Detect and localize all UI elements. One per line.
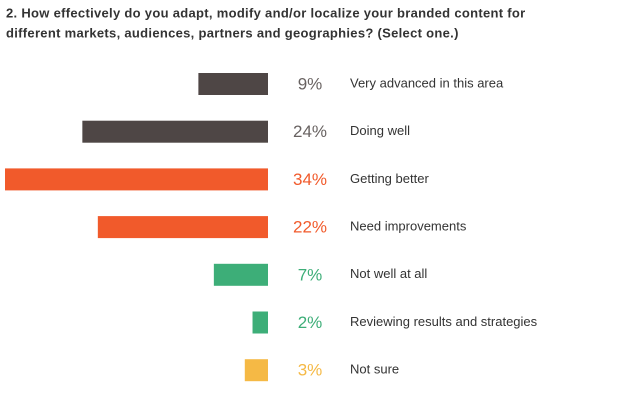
category-label: Not sure [350, 362, 399, 377]
category-label: Reviewing results and strategies [350, 314, 538, 329]
category-label: Need improvements [350, 219, 467, 234]
category-label: Not well at all [350, 266, 427, 281]
value-label: 34% [293, 170, 327, 189]
value-label: 22% [293, 218, 327, 237]
bar [5, 168, 268, 191]
category-label: Getting better [350, 171, 429, 186]
category-label: Doing well [350, 123, 410, 138]
chart-title: 2. How effectively do you adapt, modify … [6, 5, 526, 20]
value-label: 2% [298, 313, 323, 332]
bar [82, 120, 269, 143]
value-label: 9% [298, 74, 323, 93]
chart-title: different markets, audiences, partners a… [6, 25, 459, 40]
bar [213, 263, 268, 286]
value-label: 24% [293, 122, 327, 141]
bar [97, 216, 268, 239]
value-label: 7% [298, 265, 323, 284]
bar [198, 73, 268, 95]
value-label: 3% [298, 361, 323, 380]
category-label: Very advanced in this area [350, 75, 504, 90]
bar [252, 311, 268, 334]
bar [244, 359, 268, 382]
